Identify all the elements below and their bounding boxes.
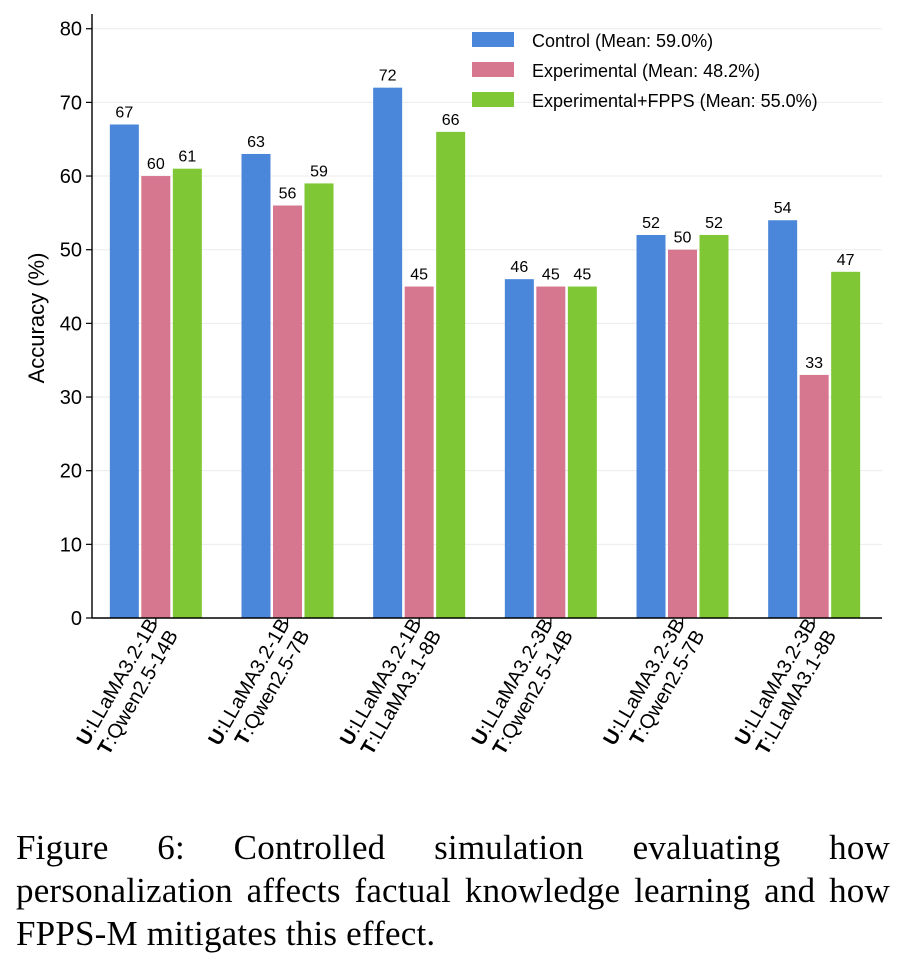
y-tick-label: 10 [60, 534, 82, 556]
bar [109, 124, 139, 619]
y-tick-label: 0 [71, 608, 82, 630]
bar [799, 374, 829, 618]
bar [273, 205, 302, 618]
figure-caption: Figure 6: Controlled simulation evaluati… [16, 828, 890, 953]
data-label: 46 [510, 259, 528, 276]
bars [109, 87, 861, 619]
y-tick-label: 30 [60, 387, 82, 409]
data-label: 45 [573, 267, 591, 284]
gridlines [92, 28, 882, 545]
data-label: 66 [442, 112, 460, 129]
data-label: 47 [837, 252, 855, 269]
legend-swatch [472, 92, 514, 107]
bar [436, 131, 466, 619]
data-label: 45 [410, 267, 428, 284]
x-tick-label: U:LLaMA3.2-1BT:Qwen2.5-7B [204, 615, 314, 749]
x-tick-label: U:LLaMA3.2-3BT:Qwen2.5-7B [599, 615, 709, 749]
data-label: 72 [379, 68, 397, 85]
bar [831, 271, 861, 618]
data-label: 52 [705, 215, 723, 232]
bar [668, 249, 697, 618]
accuracy-bar-chart: 67 60 61 63 56 59 72 45 66 46 45 45 52 50 52 54 33 47 0 10… [24, 14, 882, 759]
x-tick-label: U:LLaMA3.2-3BT:LLaMA3.1-8B [731, 615, 841, 759]
y-tick-label: 70 [60, 92, 82, 114]
legend-swatch [472, 32, 514, 47]
data-label: 33 [805, 355, 823, 372]
bar [404, 286, 434, 618]
y-axis-label: Accuracy (%) [24, 253, 49, 384]
data-label: 63 [247, 134, 265, 151]
legend: Control (Mean: 59.0%) Experimental (Mean:… [472, 31, 818, 111]
data-label: 61 [178, 149, 196, 166]
bar [304, 183, 334, 619]
data-label: 52 [642, 215, 660, 232]
bar [636, 234, 666, 618]
data-label: 54 [774, 200, 792, 217]
data-label: 56 [279, 186, 297, 203]
y-tick-label: 40 [60, 313, 82, 335]
legend-label: Control (Mean: 59.0%) [532, 31, 713, 51]
legend-label: Experimental (Mean: 48.2%) [532, 61, 760, 81]
data-label: 59 [310, 163, 328, 180]
data-label: 60 [147, 156, 165, 173]
bar [241, 153, 271, 618]
y-tick-label: 50 [60, 240, 82, 262]
x-tick-label: U:LLaMA3.2-3BT:Qwen2.5-14B [468, 615, 578, 759]
data-label: 45 [542, 267, 560, 284]
y-tick-label: 80 [60, 19, 82, 41]
bar [172, 168, 202, 618]
y-tick-label: 60 [60, 166, 82, 188]
bar [536, 286, 566, 618]
data-labels: 67 60 61 63 56 59 72 45 66 46 45 45 52 50 52 54 33 47 [115, 68, 854, 372]
data-label: 50 [674, 230, 692, 247]
bar [141, 176, 171, 619]
x-tick-label: U:LLaMA3.2-1BT:LLaMA3.1-8B [336, 615, 446, 759]
bar [504, 279, 534, 618]
y-tick-label: 20 [60, 461, 82, 483]
legend-swatch [472, 62, 514, 77]
bar [768, 220, 798, 618]
bar [373, 87, 403, 618]
x-tick-label: U:LLaMA3.2-1BT:Qwen2.5-14B [73, 615, 183, 759]
legend-label: Experimental+FPPS (Mean: 55.0%) [532, 91, 818, 111]
bar [699, 234, 729, 618]
data-label: 67 [115, 104, 133, 121]
bar [567, 286, 597, 618]
